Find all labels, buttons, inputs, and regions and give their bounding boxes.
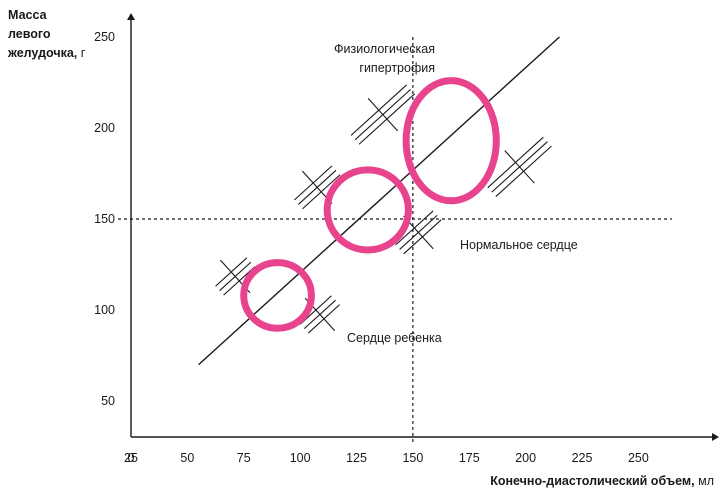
data-point-circle — [240, 259, 315, 332]
annotation-child-heart: Сердце ребенка — [347, 331, 442, 345]
y-tick-label: 250 — [94, 30, 115, 44]
x-tick-label: 125 — [346, 451, 367, 465]
x-tick-label: 75 — [237, 451, 251, 465]
data-point-circle — [402, 77, 500, 205]
tick-labels: 025 50 75 100 125 150 175 200 225 250 50 100 150 200 2… — [94, 30, 649, 465]
y-axis-title-line1: Масса — [8, 8, 47, 22]
regression-line — [198, 36, 560, 366]
x-tick-label: 50 — [180, 451, 194, 465]
annotation-phys-line2: гипертрофия — [359, 61, 435, 75]
y-tick-label: 50 — [101, 394, 115, 408]
axes — [127, 13, 719, 441]
y-axis-title-line3: желудочка, г — [8, 44, 85, 63]
x-axis-arrow — [712, 433, 719, 441]
x-tick-label: 100 — [290, 451, 311, 465]
y-axis-title: Масса левого желудочка, г — [8, 6, 85, 63]
x-axis-title: Конечно-диастолический объем, мл — [490, 474, 714, 488]
tangent-cross-tick — [504, 150, 535, 184]
y-axis-unit: г — [80, 46, 86, 60]
annotation-normal-heart: Нормальное сердце — [460, 238, 578, 252]
annotation-physiological-hypertrophy: Физиологическая гипертрофия — [330, 40, 435, 78]
x-tick-label: 25 — [124, 451, 138, 465]
y-tick-label: 100 — [94, 303, 115, 317]
x-tick-label: 175 — [459, 451, 480, 465]
y-tick-label: 150 — [94, 212, 115, 226]
y-axis-title-text: желудочка, — [8, 46, 78, 60]
y-tick-label: 200 — [94, 121, 115, 135]
data-points — [240, 77, 500, 332]
x-tick-label: 225 — [572, 451, 593, 465]
x-tick-label: 0 — [128, 451, 135, 465]
tangent-cross-tick — [367, 97, 399, 132]
x-axis-unit: мл — [698, 474, 714, 488]
x-axis-title-text: Конечно-диастолический объем, — [490, 474, 695, 488]
annotation-phys-line1: Физиологическая — [334, 42, 435, 56]
y-axis-arrow — [127, 13, 135, 20]
x-tick-label: 200 — [515, 451, 536, 465]
data-point-circle — [323, 166, 412, 254]
x-tick-label: 150 — [402, 451, 423, 465]
x-tick-label: 250 — [628, 451, 649, 465]
y-axis-title-line2: левого — [8, 27, 51, 41]
